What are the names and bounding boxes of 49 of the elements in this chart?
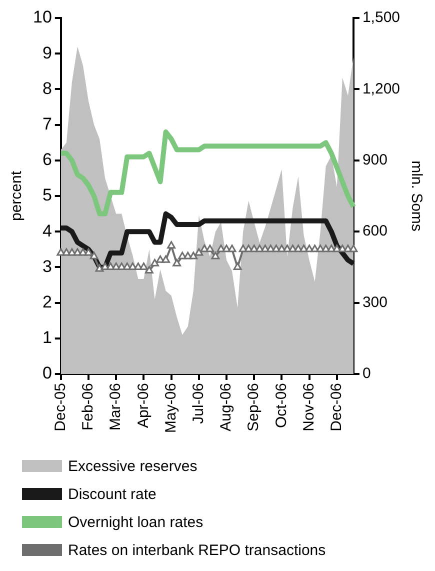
y-tick-label: 8 [42,78,52,98]
y2-tick-label: 600 [362,222,388,240]
point [172,258,182,266]
y2-tick-label: 0 [362,365,371,382]
y-tick-label: 6 [42,150,52,170]
y-tick-label: 7 [42,114,52,134]
legend-label: Excessive reserves [68,458,198,474]
x-tick-label: Sep-06 [245,382,262,432]
y-tick-label: 0 [42,364,52,383]
y2-tick-label: 300 [362,294,388,311]
point [167,241,176,249]
point [145,266,154,274]
point [228,244,236,252]
legend-label: Discount rate [68,486,156,502]
x-tick-label: Dec-05 [52,382,70,432]
point [194,248,204,256]
x-tick-label: Dec-06 [328,382,346,432]
y-tick-label: 3 [42,256,52,276]
y-tick-label: 1 [42,328,52,348]
point [162,255,170,263]
x-tick-label: Mar-06 [107,382,124,430]
legend-label: Overnight loan rates [68,514,204,530]
x-tick-label: May-06 [162,382,180,434]
y-tick-label: 5 [42,186,52,205]
x-tick-label: Aug-06 [218,382,235,432]
y2-tick-label: 900 [362,152,388,169]
point [206,244,214,252]
point [211,252,220,260]
point [90,252,98,260]
y-axis-title: percent [8,170,26,222]
y-tick-label: 10 [32,8,52,27]
legend-label: Rates on interbank REPO transactions [68,542,326,558]
y-tick-label: 2 [42,292,52,312]
y2-tick-label: 1,500 [362,9,400,26]
x-tick-label: Jul-06 [190,382,208,424]
y2-tick-label: 1,200 [362,80,400,98]
y2-axis-title: mln. Soms [408,160,425,232]
point [95,264,104,272]
point [150,258,159,266]
x-tick-label: Feb-06 [80,382,97,431]
x-tick-label: Apr-06 [134,382,152,428]
point [139,262,148,270]
y-tick-label: 9 [42,43,52,62]
y-tick-label: 4 [42,221,52,240]
point [189,252,198,260]
point [233,262,242,270]
point [84,248,93,256]
x-tick-label: Nov-06 [300,382,318,432]
x-tick-label: Oct-06 [272,382,290,428]
